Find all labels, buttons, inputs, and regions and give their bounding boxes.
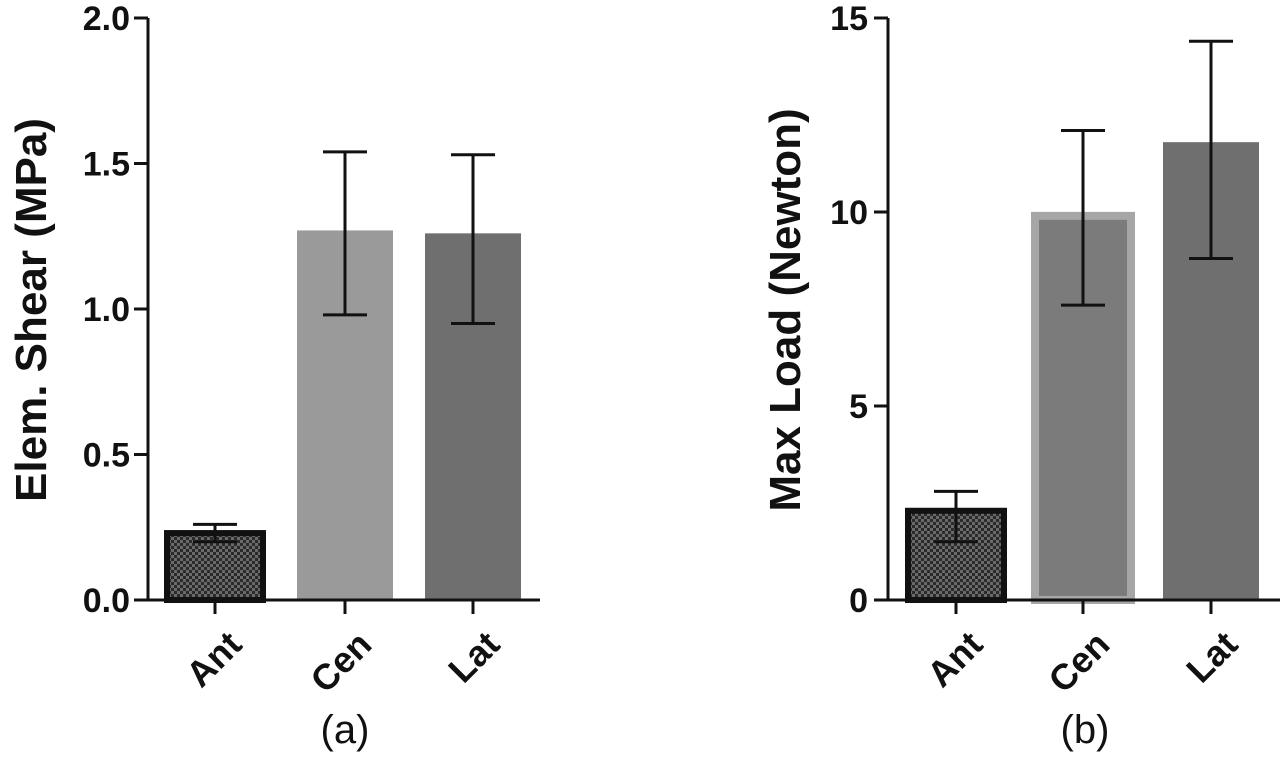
panel-b-x-tick-label-lat: Lat [1178,623,1245,690]
panel-b-x-tick-label-cen: Cen [1040,623,1117,700]
panel-b-y-tick-label: 5 [849,388,868,426]
panel-b-error-bar-cen [1061,129,1105,307]
panel-a-y-tick-label: 0.0 [83,582,130,620]
panel-a-x-tick-label-cen: Cen [302,623,379,700]
panel-b-y-tick-label: 15 [830,0,868,38]
panel-a-y-tick-label: 0.5 [83,437,130,475]
panel-a-y-tick-label: 1.5 [83,146,130,184]
panel-a-error-bar-lat [451,153,495,326]
panel-a-chart: Elem. Shear (MPa) (a) 0.0 0.5 1.0 1.5 2.0 Ant… [7,0,540,752]
panel-b-y-tick-label: 0 [849,582,868,620]
panel-b-error-bar-ant [934,489,978,544]
panel-a-x-tick-label-ant: Ant [178,623,249,694]
panel-a-x-tick-label-lat: Lat [440,623,507,690]
panel-a-error-bar-cen [323,150,367,317]
panel-a-y-tick-label: 1.0 [83,291,130,329]
panel-b-label: (b) [1061,708,1110,752]
panel-b-error-bar-lat [1189,39,1233,261]
panel-b-y-tick-label: 10 [830,194,868,232]
panel-b-x-tick-label-ant: Ant [919,623,990,694]
panel-a-y-tick-label: 2.0 [83,0,130,38]
panel-a-label: (a) [321,708,370,752]
panel-a-y-axis-title: Elem. Shear (MPa) [7,118,56,502]
panel-b-y-axis-title: Max Load (Newton) [761,108,810,511]
panel-b-chart: Max Load (Newton) (b) 0 5 10 15 Ant Cen Lat [761,0,1280,752]
panel-a-error-bar-ant [193,522,237,544]
